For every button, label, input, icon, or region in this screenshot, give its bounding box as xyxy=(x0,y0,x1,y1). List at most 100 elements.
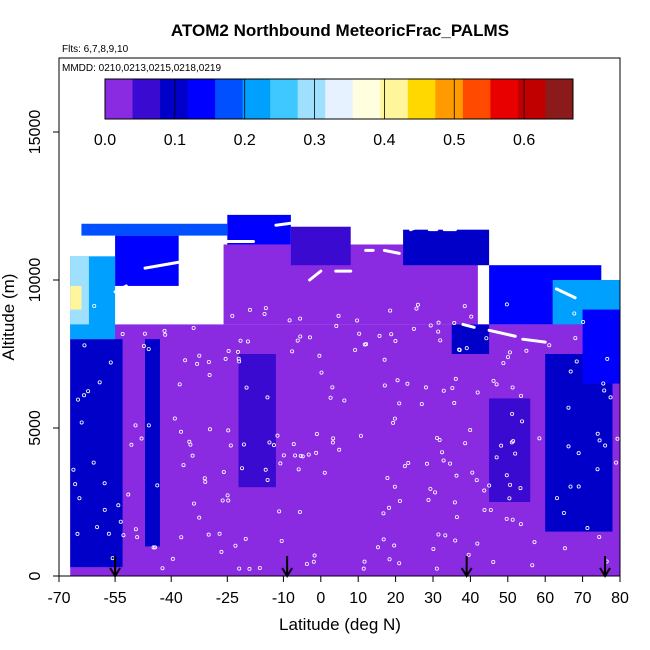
flight-track-segment xyxy=(554,287,577,300)
x-tick-label: -25 xyxy=(216,590,239,607)
sample-point xyxy=(181,463,186,468)
sample-point xyxy=(568,484,573,489)
sample-point xyxy=(116,503,121,508)
sample-point xyxy=(568,369,573,374)
sample-point xyxy=(431,546,436,551)
sample-point xyxy=(311,559,316,564)
flight-track-segment xyxy=(487,328,517,338)
sample-point xyxy=(172,416,177,421)
sample-point xyxy=(501,361,506,366)
sample-point xyxy=(597,438,602,443)
sample-point xyxy=(291,442,296,447)
sample-point xyxy=(397,498,402,503)
sample-point xyxy=(190,453,195,458)
sample-point xyxy=(530,563,535,568)
sample-point xyxy=(179,535,184,540)
sample-point xyxy=(228,443,233,448)
sample-point xyxy=(482,508,487,513)
y-axis: 0 5000 10000 15000 xyxy=(27,110,59,580)
sample-point xyxy=(397,401,402,406)
sample-point xyxy=(597,534,602,539)
sample-point xyxy=(595,467,600,472)
flight-track-segment xyxy=(461,322,476,329)
sample-point xyxy=(463,441,468,446)
sample-point xyxy=(257,565,262,570)
colorbar-tick-label: 0.6 xyxy=(513,132,535,149)
x-tick-label: 50 xyxy=(499,590,517,607)
y-tick-label: 10000 xyxy=(27,258,44,303)
sample-point xyxy=(296,467,301,472)
sample-point xyxy=(77,496,82,501)
sample-point xyxy=(146,347,151,352)
heatmap-cell xyxy=(290,226,351,266)
sample-point xyxy=(355,318,360,323)
sample-point xyxy=(518,522,523,527)
sample-point xyxy=(237,566,242,571)
sample-point xyxy=(304,562,309,567)
sample-point xyxy=(475,541,480,546)
sample-point xyxy=(601,381,606,386)
x-tick-label: 0 xyxy=(316,590,325,607)
sample-point xyxy=(561,510,566,515)
x-tick-label: -55 xyxy=(104,590,127,607)
sample-point xyxy=(170,556,175,561)
colorbar-swatch xyxy=(242,79,271,119)
sample-point xyxy=(206,532,211,537)
sample-point xyxy=(307,335,312,340)
sample-point xyxy=(287,318,292,323)
flight-track-segment xyxy=(274,220,300,227)
plot-frame xyxy=(58,57,621,577)
sample-point xyxy=(488,508,493,513)
sample-point xyxy=(86,389,91,394)
heatmap-cell xyxy=(81,223,228,236)
sample-point xyxy=(454,515,459,520)
sample-point xyxy=(507,496,512,501)
sample-point xyxy=(330,440,335,445)
sample-point xyxy=(278,461,283,466)
sample-point xyxy=(392,416,397,421)
sample-point xyxy=(73,482,78,487)
sample-point xyxy=(554,496,559,501)
sample-point xyxy=(146,423,151,428)
sample-point xyxy=(602,388,607,393)
sample-point xyxy=(328,395,333,400)
sample-point xyxy=(435,435,440,440)
dates-label: MMDD: 0210,0213,0215,0218,0219 xyxy=(62,63,221,74)
sample-point xyxy=(504,516,509,521)
sample-point xyxy=(482,488,487,493)
sample-point xyxy=(92,303,97,308)
sample-point xyxy=(576,451,581,456)
sample-point xyxy=(277,509,282,514)
sample-point xyxy=(433,490,438,495)
sample-point xyxy=(382,357,387,362)
sample-point xyxy=(393,339,398,344)
colorbar-swatch xyxy=(132,79,161,119)
y-tick-label: 15000 xyxy=(27,110,44,155)
sample-point xyxy=(183,358,188,363)
sample-point xyxy=(195,361,200,366)
sample-point xyxy=(519,393,524,398)
sample-point xyxy=(453,538,458,543)
sample-point xyxy=(334,324,339,329)
heatmap-cell xyxy=(227,214,291,245)
sample-point xyxy=(243,536,248,541)
sample-point xyxy=(108,360,113,365)
heatmap-cell xyxy=(238,354,276,488)
sample-point xyxy=(76,397,81,402)
sample-point xyxy=(566,444,571,449)
sample-point xyxy=(179,429,184,434)
sample-point xyxy=(281,453,286,458)
heatmap-cell xyxy=(145,339,160,547)
sample-point xyxy=(357,331,362,336)
x-tick-label: -10 xyxy=(272,590,295,607)
colorbar-swatch xyxy=(297,79,326,119)
sample-point xyxy=(375,545,380,550)
sample-point xyxy=(436,532,441,537)
sample-point xyxy=(115,319,120,324)
sample-point xyxy=(566,405,571,410)
sample-point xyxy=(337,447,342,452)
colorbar-swatch xyxy=(352,79,381,119)
sample-point xyxy=(364,342,369,347)
sample-point xyxy=(141,343,146,348)
x-axis: -70 -55 -40 -25 -10 0 10 20 30 40 50 60 70 80 xyxy=(47,576,629,607)
